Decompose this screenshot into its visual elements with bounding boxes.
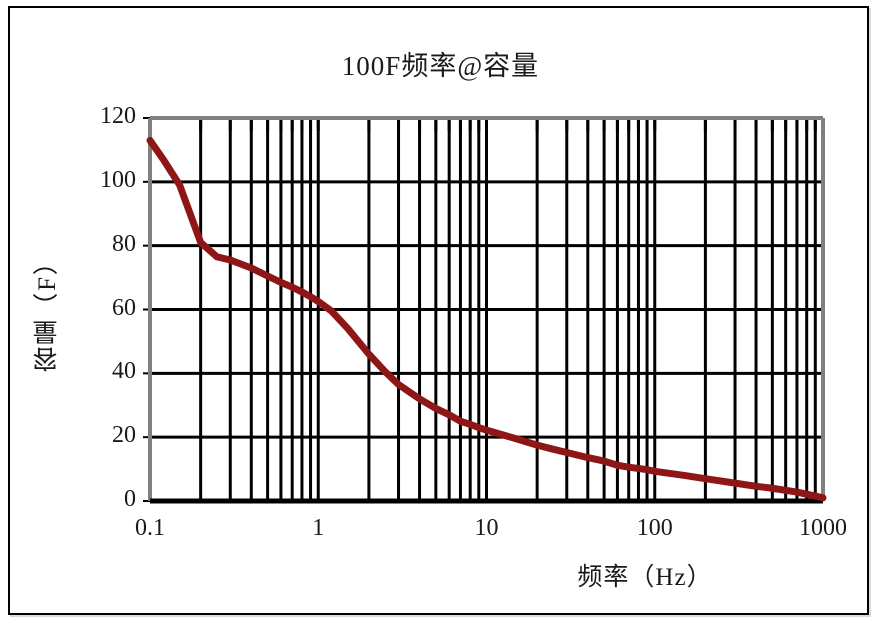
y-axis-tick-label: 60 [112, 294, 136, 321]
chart-frame: 100F频率@容量 容量（F） 频率（Hz） 0 20 40 60 80 100 120 0… [8, 6, 869, 615]
x-axis-tick-label: 10 [474, 515, 499, 541]
x-axis-tick-label: 1 [312, 515, 325, 541]
y-axis-tick-label: 20 [112, 422, 136, 449]
x-axis-title: 频率（Hz） [577, 564, 713, 591]
data-series-line [146, 136, 827, 502]
y-axis-tick-label: 100 [100, 166, 136, 193]
x-axis-tick-label: 1000 [799, 515, 847, 541]
plot-area [10, 8, 871, 617]
chart-title: 100F频率@容量 [341, 51, 540, 81]
axis-frame [148, 116, 825, 504]
y-axis-tick-label: 40 [112, 358, 136, 385]
gridlines [150, 118, 823, 501]
y-axis-tick-label: 0 [124, 486, 136, 512]
y-axis-tick-label: 120 [100, 103, 136, 129]
x-axis-tick-label: 0.1 [135, 515, 165, 541]
y-axis-tick-label: 80 [112, 230, 136, 257]
x-axis-tick-label: 100 [636, 515, 673, 541]
plot-svg [143, 116, 827, 504]
